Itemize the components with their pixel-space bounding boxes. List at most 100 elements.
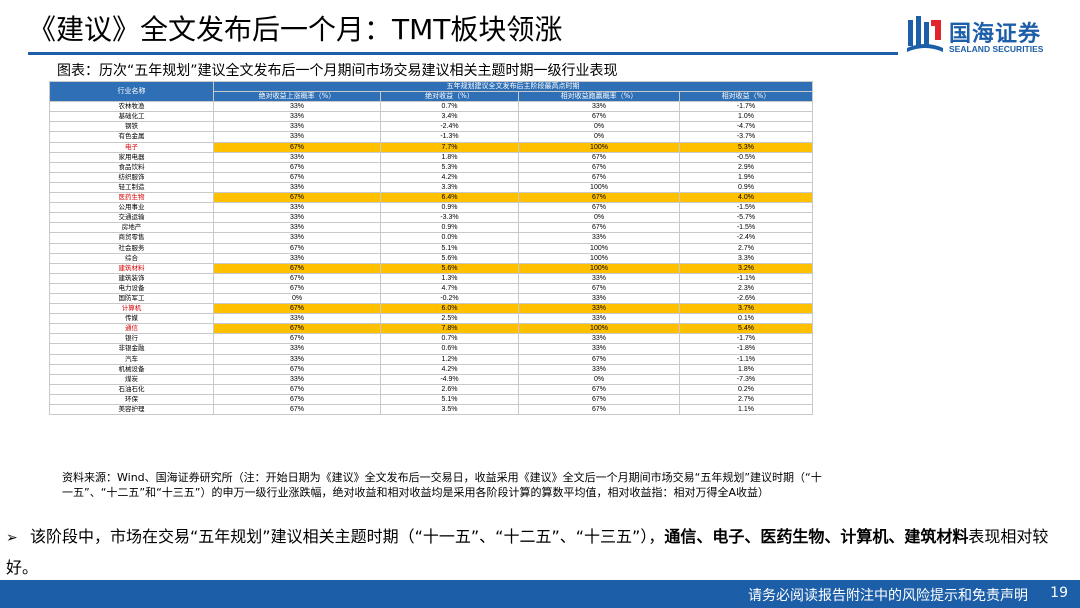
value-cell: 6.4% xyxy=(380,192,519,204)
value-cell: 0.9% xyxy=(380,202,519,214)
slide-title: 《建议》全文发布后一个月：TMT板块领涨 xyxy=(28,13,563,46)
value-cell: 33% xyxy=(213,212,381,224)
value-cell: -1.1% xyxy=(679,353,813,365)
value-cell: 33% xyxy=(213,101,381,113)
value-cell: 67% xyxy=(518,393,680,406)
bullet-bold-text: 通信、电子、医药生物、计算机、建筑材料 xyxy=(664,527,969,546)
value-cell: 33% xyxy=(213,111,381,123)
table-row: 社会服务 67% 5.1% 100% 2.7% xyxy=(49,242,813,254)
value-cell: 4.7% xyxy=(380,282,519,294)
value-cell: -1.5% xyxy=(679,222,813,234)
industry-name-cell: 建筑装饰 xyxy=(49,272,214,284)
industry-name-cell: 非银金融 xyxy=(49,343,214,355)
value-cell: 2.5% xyxy=(380,313,519,325)
company-logo: 国海证券 SEALAND SECURITIES xyxy=(905,14,1070,62)
table-row: 医药生物 67% 6.4% 67% 4.0% xyxy=(49,192,813,204)
industry-name-cell: 商贸零售 xyxy=(49,232,214,244)
table-row: 农林牧渔 33% 0.7% 33% -1.7% xyxy=(49,101,813,113)
column-header: 绝对收益上涨概率（%） xyxy=(213,91,381,103)
value-cell: 67% xyxy=(518,282,680,294)
title-underline xyxy=(28,52,898,55)
value-cell: 67% xyxy=(213,272,381,284)
industry-name-cell: 汽车 xyxy=(49,353,214,365)
value-cell: 33% xyxy=(213,131,381,143)
industry-name-cell: 家用电器 xyxy=(49,151,214,163)
value-cell: 33% xyxy=(213,313,381,325)
value-cell: -0.5% xyxy=(679,151,813,163)
value-cell: 67% xyxy=(518,222,680,234)
table-row: 美容护理 67% 3.5% 67% 1.1% xyxy=(49,403,813,416)
table-row: 银行 67% 0.7% 33% -1.7% xyxy=(49,333,813,345)
industry-name-cell: 钢铁 xyxy=(49,121,214,133)
value-cell: 4.2% xyxy=(380,363,519,375)
value-cell: 5.3% xyxy=(679,141,813,153)
value-cell: 67% xyxy=(518,151,680,163)
value-cell: 33% xyxy=(213,202,381,214)
value-cell: 2.6% xyxy=(380,383,519,395)
value-cell: 0% xyxy=(518,373,680,385)
value-cell: 67% xyxy=(213,383,381,395)
table-row: 环保 67% 5.1% 67% 2.7% xyxy=(49,393,813,406)
value-cell: 5.3% xyxy=(380,161,519,173)
value-cell: 33% xyxy=(213,343,381,355)
value-cell: 1.8% xyxy=(380,151,519,163)
industry-name-cell: 纺织服饰 xyxy=(49,171,214,183)
column-header: 相对收益（%） xyxy=(679,91,813,103)
industry-name-cell: 基础化工 xyxy=(49,111,214,123)
bullet-text-end: 表现相对较好。 xyxy=(6,527,1049,577)
value-cell: 1.3% xyxy=(380,272,519,284)
table-row: 计算机 67% 6.0% 33% 3.7% xyxy=(49,303,813,315)
value-cell: 33% xyxy=(213,252,381,264)
value-cell: 67% xyxy=(213,333,381,345)
value-cell: -2.4% xyxy=(679,232,813,244)
value-cell: 5.1% xyxy=(380,242,519,254)
value-cell: -0.2% xyxy=(380,292,519,305)
value-cell: 67% xyxy=(518,403,680,416)
value-cell: 100% xyxy=(518,181,680,194)
value-cell: 7.8% xyxy=(380,323,519,335)
value-cell: 0% xyxy=(518,131,680,143)
value-cell: 33% xyxy=(213,151,381,163)
table-row: 食品饮料 67% 5.3% 67% 2.9% xyxy=(49,161,813,173)
value-cell: 67% xyxy=(518,202,680,214)
value-cell: 33% xyxy=(213,353,381,365)
industry-name-cell: 国防军工 xyxy=(49,292,214,305)
industry-name-cell: 环保 xyxy=(49,393,214,406)
table-row: 家用电器 33% 1.8% 67% -0.5% xyxy=(49,151,813,163)
column-header: 相对收益跑赢概率（%） xyxy=(518,91,680,103)
value-cell: -3.7% xyxy=(679,131,813,143)
value-cell: -7.3% xyxy=(679,373,813,385)
table-row: 综合 33% 5.6% 100% 3.3% xyxy=(49,252,813,264)
value-cell: 67% xyxy=(213,262,381,274)
value-cell: 3.3% xyxy=(679,252,813,264)
value-cell: 67% xyxy=(213,171,381,183)
table-row: 有色金属 33% -1.3% 0% -3.7% xyxy=(49,131,813,143)
sealand-logo-icon xyxy=(907,16,943,52)
value-cell: 33% xyxy=(518,313,680,325)
value-cell: 33% xyxy=(213,373,381,385)
source-note: 资料来源：Wind、国海证券研究所（注：开始日期为《建议》全文发布后一交易日，收… xyxy=(62,471,822,499)
table-row: 煤炭 33% -4.9% 0% -7.3% xyxy=(49,373,813,385)
value-cell: 1.9% xyxy=(679,171,813,183)
table-row: 公用事业 33% 0.9% 67% -1.5% xyxy=(49,202,813,214)
value-cell: -4.9% xyxy=(380,373,519,385)
value-cell: 33% xyxy=(518,232,680,244)
industry-name-cell: 银行 xyxy=(49,333,214,345)
value-cell: 33% xyxy=(518,333,680,345)
table-row: 基础化工 33% 3.4% 67% 1.0% xyxy=(49,111,813,123)
industry-name-cell: 医药生物 xyxy=(49,192,214,204)
value-cell: 3.4% xyxy=(380,111,519,123)
value-cell: 0.7% xyxy=(380,101,519,113)
slide-header: 《建议》全文发布后一个月：TMT板块领涨 国海证券 SEALAND SECURI… xyxy=(0,0,1080,60)
value-cell: 33% xyxy=(518,343,680,355)
value-cell: -1.1% xyxy=(679,272,813,284)
value-cell: 2.7% xyxy=(679,242,813,254)
table-row: 机械设备 67% 4.2% 33% 1.8% xyxy=(49,363,813,375)
arrow-bullet-icon: ➢ xyxy=(6,530,18,546)
industry-name-cell: 通信 xyxy=(49,323,214,335)
table-row: 房地产 33% 0.9% 67% -1.5% xyxy=(49,222,813,234)
table-row: 电力设备 67% 4.7% 67% 2.3% xyxy=(49,282,813,294)
value-cell: 67% xyxy=(518,111,680,123)
value-cell: -1.8% xyxy=(679,343,813,355)
value-cell: 1.0% xyxy=(679,111,813,123)
